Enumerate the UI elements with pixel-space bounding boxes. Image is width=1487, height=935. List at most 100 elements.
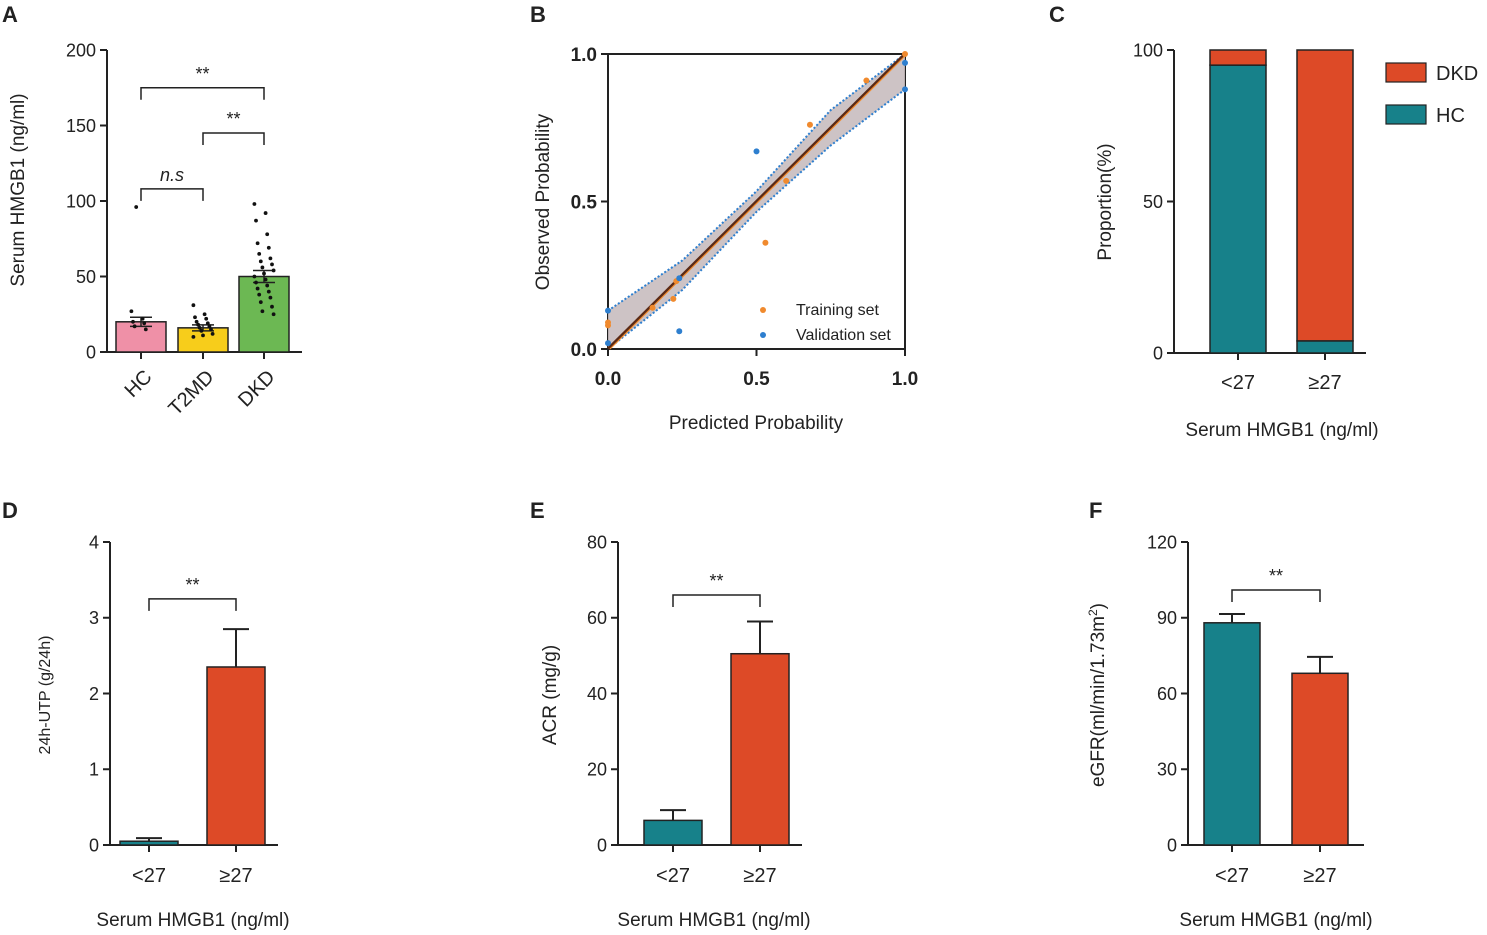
y-tick-label-b: 0.5 [571,193,598,214]
data-point-a [260,309,265,314]
bar-e [730,652,790,846]
y-tick-label-f: 30 [1157,760,1177,780]
significance-bracket-a [140,87,265,100]
y-tick-label-d: 0 [89,835,99,855]
x-axis-label-b: Predicted Probability [669,413,844,434]
y-tick-label-e: 0 [597,835,607,855]
x-tick-label-d: <27 [132,865,166,887]
y-tick-label-d: 1 [89,760,99,780]
y-tick-label-c: 0 [1153,343,1163,363]
x-tick-label-a: DKD [234,366,279,411]
bar-f [1203,622,1261,846]
data-point-a [265,232,270,237]
data-point-b [605,322,611,329]
stacked-bar-segment-c [1296,49,1354,342]
data-point-b [762,239,769,246]
data-point-a [193,315,197,320]
y-tick-label-c: 100 [1133,40,1163,60]
data-point-a [271,268,276,273]
plot-area-e: 0 20 40 60 80 <27 ≥27 ** [587,532,802,887]
data-point-a [207,324,212,329]
x-tick-label-b: 0.0 [595,369,621,390]
data-point-b [605,307,611,314]
data-point-b [670,295,677,302]
data-point-b [753,148,760,155]
data-point-a [263,277,268,282]
data-point-a [210,331,215,336]
y-axis-label-f-end: ) [1088,603,1109,609]
x-tick-label-e: <27 [656,865,690,887]
data-point-a [254,280,258,285]
x-tick-label-c: ≥27 [1308,372,1341,394]
data-point-a [202,312,207,317]
significance-bracket-f [1231,589,1321,602]
panel-c: C Proportion(%) Serum HMGB1 (ng/ml) 0 50 1… [1049,2,1478,441]
significance-label-a: ** [195,64,209,84]
y-tick-label-a: 150 [66,116,96,136]
x-axis-label-c: Serum HMGB1 (ng/ml) [1185,420,1378,441]
y-tick-label-f: 120 [1147,532,1177,552]
bar-a [238,275,290,353]
x-tick-label-f: ≥27 [1303,865,1336,887]
significance-label-f: ** [1269,566,1283,586]
significance-bracket-e [672,594,761,608]
panel-b: B Observed Probability Predicted Probabi… [530,2,918,434]
panel-f: F eGFR(ml/min/1.73m2) Serum HMGB1 (ng/ml… [1086,498,1373,931]
fit-line-highlight-b [609,53,908,350]
data-point-a [199,328,204,333]
data-point-a [140,316,145,321]
data-point-a [134,205,139,209]
legend-label-b: Training set [796,302,880,319]
data-point-a [258,259,263,264]
legend-swatch-c [1385,104,1427,125]
data-point-a [196,322,201,327]
data-point-a [209,327,213,332]
panel-e: E ACR (mg/g) Serum HMGB1 (ng/ml) 0 20 40 60… [530,498,811,931]
data-point-a [270,262,274,267]
data-point-b [605,340,611,347]
data-point-b [902,51,908,57]
bar-f [1291,672,1349,846]
data-point-a [254,218,258,223]
significance-label-a: n.s [160,165,184,185]
data-point-a [266,245,271,250]
y-tick-label-a: 0 [86,342,96,362]
bar-d [206,666,266,846]
plot-area-c: 0 50 100 <27 ≥27 DKD HC [1133,40,1478,394]
y-tick-label-f: 90 [1157,608,1177,628]
plot-area-d: 0 1 2 3 4 <27 ≥27 ** [89,532,278,887]
x-axis-label-d: Serum HMGB1 (ng/ml) [96,910,289,931]
significance-bracket-a [140,188,204,201]
x-tick-label-c: <27 [1221,372,1255,394]
panel-d: D 24h-UTP (g/24h) Serum HMGB1 (ng/ml) 0 1… [2,498,290,931]
data-point-a [260,265,265,270]
y-axis-label-a: Serum HMGB1 (ng/ml) [8,93,29,286]
data-point-b [902,59,908,66]
stacked-bar-segment-c [1296,340,1354,354]
x-tick-label-a: T2MD [164,366,218,420]
legend-label-c: HC [1436,105,1465,127]
significance-bracket-a [202,132,265,146]
x-axis-label-e: Serum HMGB1 (ng/ml) [617,910,810,931]
data-point-a [255,286,260,291]
data-point-a [132,324,137,329]
plot-area-b: 0.0 0.5 1.0 0.0 0.5 1.0 Training set Validation… [571,45,919,390]
x-tick-label-b: 0.5 [743,369,770,390]
x-tick-label-f: <27 [1215,865,1249,887]
y-tick-label-e: 60 [587,608,607,628]
x-axis-label-f: Serum HMGB1 (ng/ml) [1179,910,1372,931]
data-point-a [142,321,147,326]
panel-label-a: A [2,2,18,27]
data-point-a [257,251,262,256]
y-axis-label-e: ACR (mg/g) [540,645,561,745]
y-tick-label-b: 1.0 [571,45,597,66]
bar-d [119,840,179,846]
y-axis-label-c: Proportion(%) [1095,143,1116,260]
data-point-a [258,300,263,305]
panel-label-f: F [1089,498,1102,523]
data-point-a [204,316,209,321]
y-tick-label-a: 200 [66,40,96,60]
panel-label-e: E [530,498,545,523]
y-tick-label-e: 40 [587,684,607,704]
data-point-a [191,303,196,308]
